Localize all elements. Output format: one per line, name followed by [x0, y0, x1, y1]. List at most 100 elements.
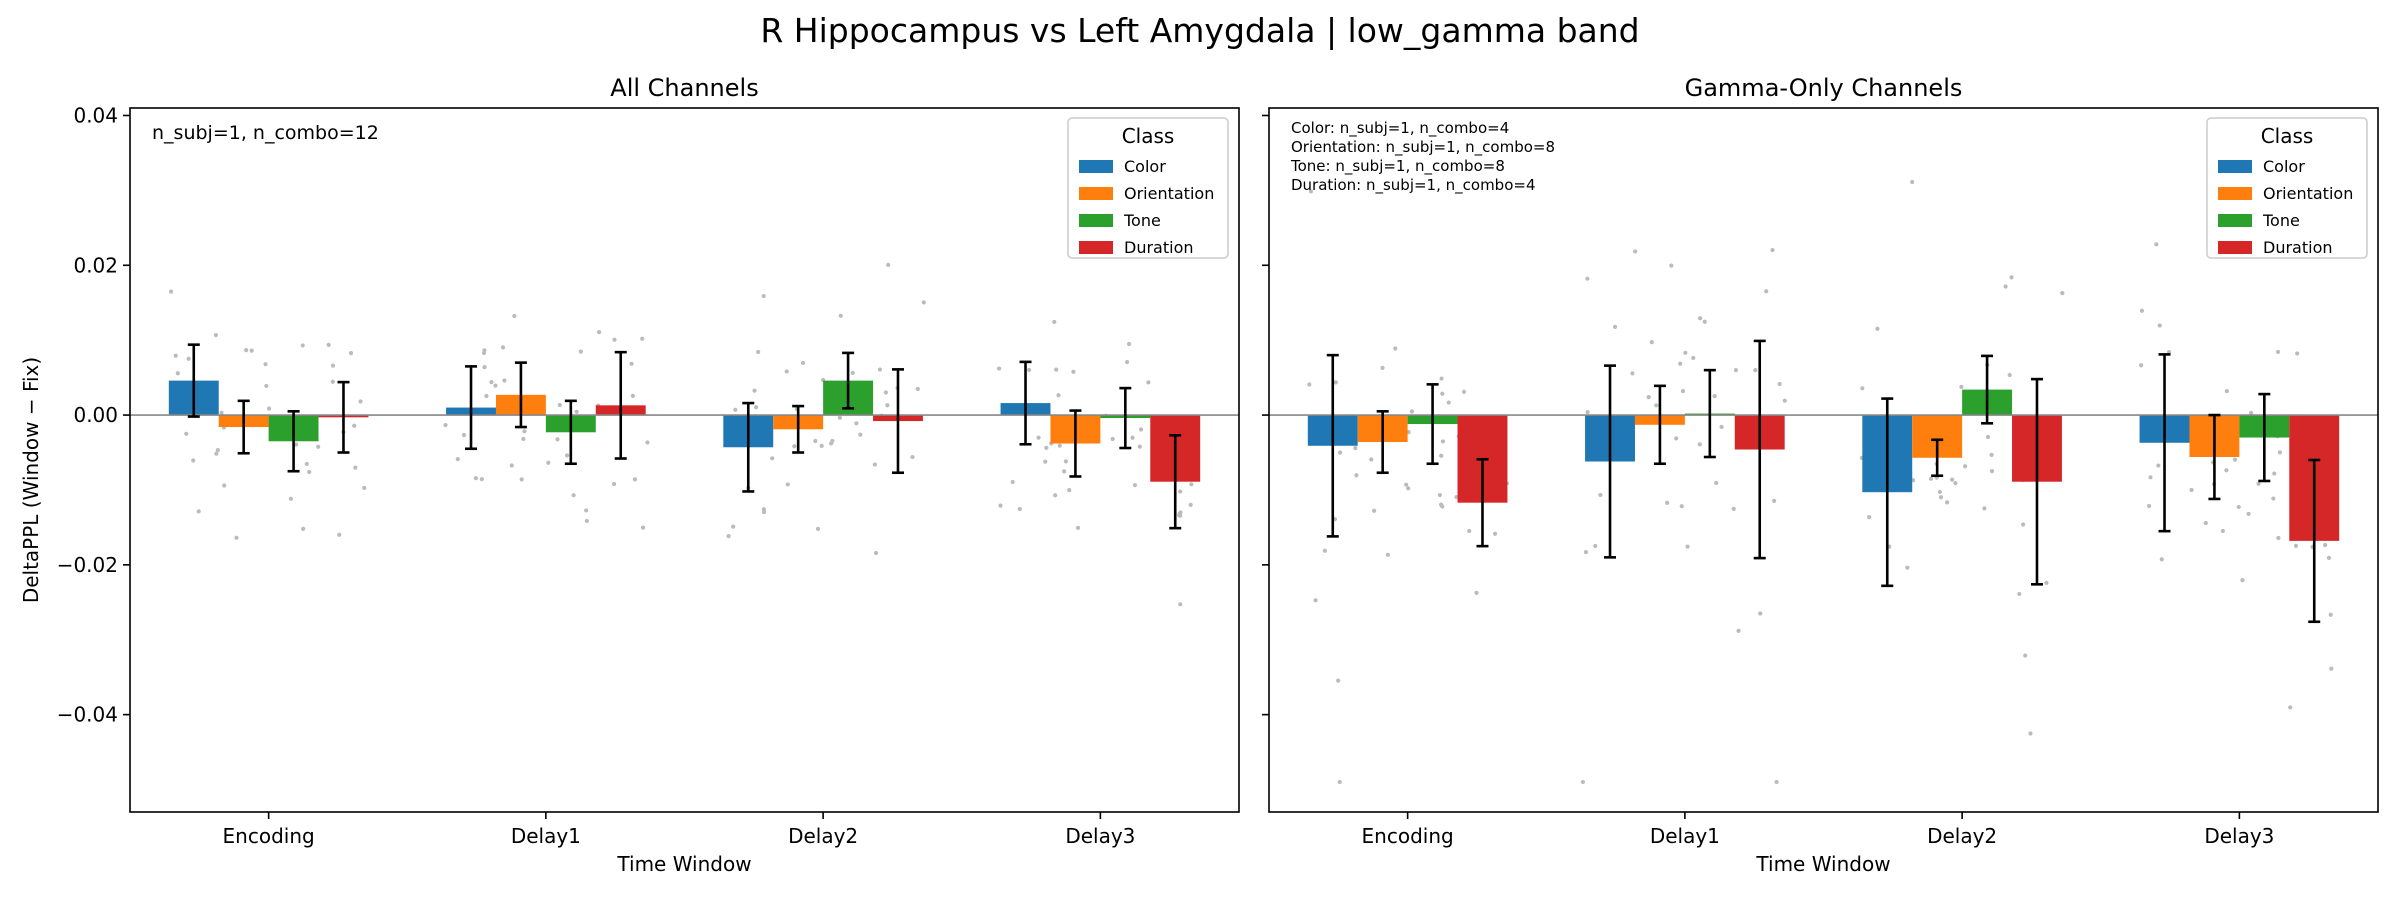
data-point — [612, 337, 617, 342]
data-point — [1354, 473, 1359, 478]
error-bar-duration-delay3 — [2308, 458, 2321, 624]
data-point — [175, 371, 180, 376]
data-point — [1583, 550, 1589, 555]
error-bar-color-encoding — [187, 343, 200, 418]
data-point — [784, 369, 789, 374]
data-point — [1959, 384, 1964, 390]
data-point — [1188, 502, 1193, 507]
data-point — [2240, 578, 2245, 583]
data-point — [519, 477, 524, 482]
error-bar-color-delay2 — [742, 401, 755, 493]
data-point — [1938, 495, 1944, 500]
legend-label: Tone — [1123, 211, 1161, 230]
data-point — [630, 393, 635, 399]
data-point — [1669, 263, 1674, 268]
data-point — [2323, 542, 2328, 548]
data-point — [1680, 389, 1686, 394]
data-point — [872, 462, 877, 467]
data-point — [2023, 653, 2028, 658]
data-point — [2271, 496, 2276, 501]
data-point — [1719, 424, 1724, 430]
legend-label: Color — [1124, 157, 1166, 176]
data-point — [555, 437, 560, 442]
data-point — [484, 393, 489, 399]
data-point — [481, 350, 487, 356]
data-point — [1036, 435, 1041, 440]
x-tick-label: Delay2 — [788, 824, 858, 848]
legend-item-color: Color — [1079, 157, 1166, 176]
data-point — [2009, 275, 2014, 280]
legend-item-tone: Tone — [1079, 211, 1161, 230]
data-point — [1380, 365, 1385, 370]
x-tick-label: Delay1 — [1650, 824, 1720, 848]
data-point — [219, 410, 224, 415]
data-point — [234, 535, 239, 540]
data-point — [1731, 506, 1736, 512]
data-point — [578, 349, 583, 354]
data-point — [1063, 459, 1068, 464]
data-point — [877, 367, 883, 372]
data-point — [1649, 340, 1654, 345]
data-point — [1071, 369, 1076, 374]
data-point — [1867, 514, 1872, 520]
data-point — [886, 262, 891, 267]
data-point — [301, 526, 306, 531]
data-point — [1905, 565, 1910, 570]
data-point — [1189, 482, 1194, 487]
error-bar-duration-delay3 — [1169, 433, 1182, 530]
data-point — [1764, 289, 1769, 294]
data-point — [489, 380, 494, 385]
data-point — [1953, 481, 1958, 486]
data-point — [1333, 380, 1338, 385]
data-point — [1385, 552, 1391, 557]
data-point — [264, 383, 269, 389]
data-point — [850, 370, 855, 376]
error-bar-tone-delay1 — [564, 399, 577, 466]
legend-swatch — [1079, 241, 1113, 254]
data-point — [2154, 242, 2159, 247]
x-tick-label: Delay1 — [511, 824, 581, 848]
data-point — [2293, 543, 2299, 549]
data-point — [584, 508, 589, 513]
data-point — [1437, 492, 1443, 498]
data-point — [829, 441, 834, 446]
data-point — [1474, 590, 1479, 595]
data-point — [761, 507, 766, 512]
data-point — [512, 313, 517, 319]
data-point — [304, 461, 309, 467]
data-point — [1712, 393, 1717, 399]
data-point — [213, 333, 219, 338]
data-point — [2021, 522, 2026, 527]
data-point — [1774, 779, 1779, 785]
data-point — [1691, 355, 1696, 361]
data-point — [2328, 612, 2333, 617]
data-point — [2246, 511, 2251, 517]
data-point — [2288, 705, 2293, 710]
legend-label: Tone — [2262, 211, 2300, 230]
data-point — [2139, 308, 2145, 313]
data-point — [358, 399, 363, 404]
data-point — [1772, 498, 1777, 503]
data-point — [838, 313, 843, 318]
y-tick-label: −0.02 — [57, 553, 118, 577]
data-point — [2007, 372, 2012, 378]
data-point — [1337, 779, 1342, 785]
data-point — [1446, 400, 1451, 405]
data-point — [1593, 543, 1598, 549]
legend-item-color: Color — [2218, 157, 2305, 176]
error-bar-color-delay3 — [1019, 360, 1032, 446]
data-point — [266, 406, 272, 411]
legend-label: Orientation — [2263, 184, 2353, 203]
data-point — [1461, 389, 1467, 394]
data-point — [1467, 528, 1472, 534]
legend: Class Color Orientation Tone Duration — [2206, 117, 2368, 259]
legend-swatch — [1079, 187, 1113, 200]
legend-item-orientation: Orientation — [2218, 184, 2353, 203]
data-point — [1307, 382, 1312, 387]
data-point — [1440, 504, 1445, 509]
data-point — [473, 476, 479, 481]
data-point — [173, 353, 178, 358]
data-point — [186, 356, 191, 361]
x-tick-label: Encoding — [223, 824, 315, 848]
data-point — [726, 534, 731, 539]
